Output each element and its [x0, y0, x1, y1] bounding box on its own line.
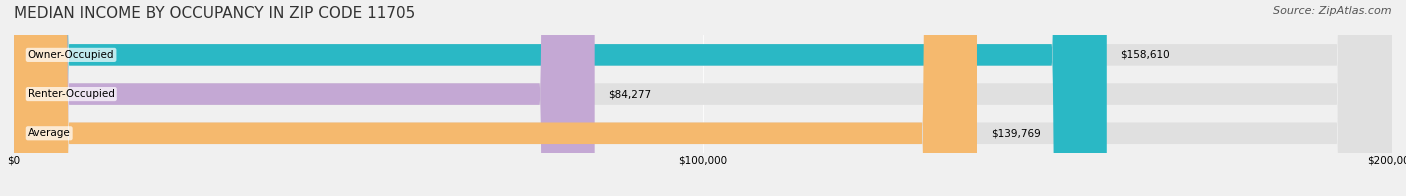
FancyBboxPatch shape — [14, 0, 1392, 196]
Text: $84,277: $84,277 — [609, 89, 651, 99]
FancyBboxPatch shape — [14, 0, 1392, 196]
Text: Average: Average — [28, 128, 70, 138]
Text: $158,610: $158,610 — [1121, 50, 1170, 60]
FancyBboxPatch shape — [14, 0, 595, 196]
Text: MEDIAN INCOME BY OCCUPANCY IN ZIP CODE 11705: MEDIAN INCOME BY OCCUPANCY IN ZIP CODE 1… — [14, 6, 415, 21]
Text: Owner-Occupied: Owner-Occupied — [28, 50, 114, 60]
Text: Renter-Occupied: Renter-Occupied — [28, 89, 115, 99]
FancyBboxPatch shape — [14, 0, 1392, 196]
FancyBboxPatch shape — [14, 0, 1107, 196]
FancyBboxPatch shape — [14, 0, 977, 196]
Text: Source: ZipAtlas.com: Source: ZipAtlas.com — [1274, 6, 1392, 16]
Text: $139,769: $139,769 — [991, 128, 1040, 138]
